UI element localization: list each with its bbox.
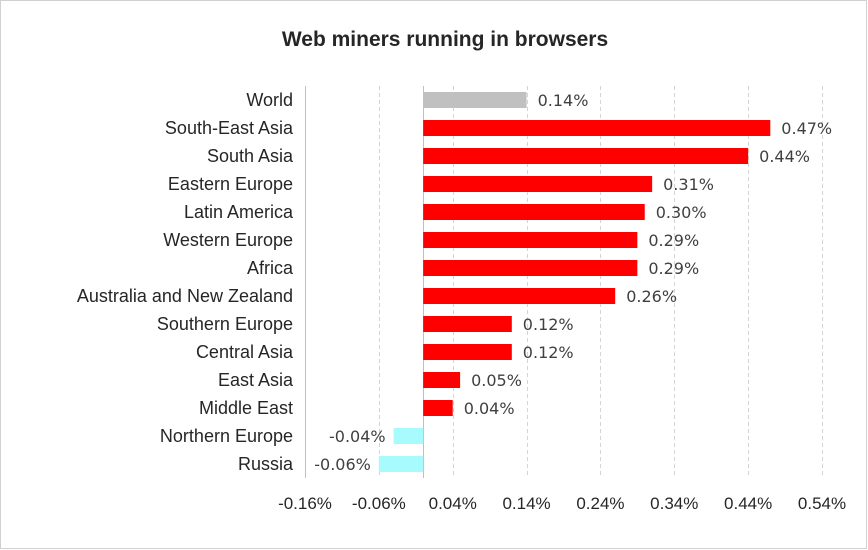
data-label: 0.31% [663,175,714,194]
data-label: 0.47% [781,119,832,138]
category-label: Central Asia [196,342,294,362]
category-label: East Asia [218,370,294,390]
x-tick-labels: -0.16% -0.06% 0.04% 0.14% 0.24% 0.34% 0.44% 0.5… [278,494,846,513]
category-label: Middle East [199,398,293,418]
bar-middle-east [423,400,453,416]
category-label: Northern Europe [160,426,293,446]
chart-title: Web miners running in browsers [282,28,608,51]
bar-southern-europe [423,316,512,332]
category-label: Australia and New Zealand [77,286,293,306]
data-label: 0.12% [523,343,574,362]
category-label: Latin America [184,202,294,222]
bar-eastern-europe [423,176,653,192]
data-labels: 0.14% 0.47% 0.44% 0.31% 0.30% 0.29% 0.29% 0.26%… [314,91,832,474]
category-label: Russia [238,454,294,474]
x-tick-label: -0.06% [352,494,406,513]
x-tick-label: 0.54% [798,494,846,513]
bar-africa [423,260,638,276]
category-label: World [246,90,293,110]
category-label: Africa [247,258,294,278]
data-label: 0.12% [523,315,574,334]
bar-western-europe [423,232,638,248]
data-label: -0.04% [329,427,386,446]
bar-east-asia [423,372,461,388]
category-label: South Asia [207,146,294,166]
x-tick-label: 0.24% [576,494,624,513]
data-label: 0.44% [759,147,810,166]
bar-northern-europe [393,428,424,444]
x-tick-label: 0.04% [429,494,477,513]
bar-russia [378,456,424,472]
category-labels: World South-East Asia South Asia Eastern Eu… [77,90,294,474]
bar-south-asia [423,148,749,164]
x-tick-label: -0.16% [278,494,332,513]
data-label: 0.30% [656,203,707,222]
data-label: 0.26% [626,287,677,306]
data-label: 0.04% [464,399,515,418]
bar-australia-and-new-zealand [423,288,616,304]
data-label: 0.05% [471,371,522,390]
data-label: 0.29% [648,231,699,250]
bar-world [423,92,527,108]
data-label: 0.14% [538,91,589,110]
category-label: Western Europe [163,230,293,250]
x-tick-label: 0.14% [502,494,550,513]
bar-latin-america [423,204,645,220]
bars [378,92,771,472]
x-tick-label: 0.34% [650,494,698,513]
category-label: South-East Asia [165,118,294,138]
x-tick-label: 0.44% [724,494,772,513]
category-label: Southern Europe [157,314,293,334]
bar-central-asia [423,344,512,360]
data-label: -0.06% [314,455,371,474]
data-label: 0.29% [648,259,699,278]
bar-south-east-asia [423,120,771,136]
category-label: Eastern Europe [168,174,293,194]
